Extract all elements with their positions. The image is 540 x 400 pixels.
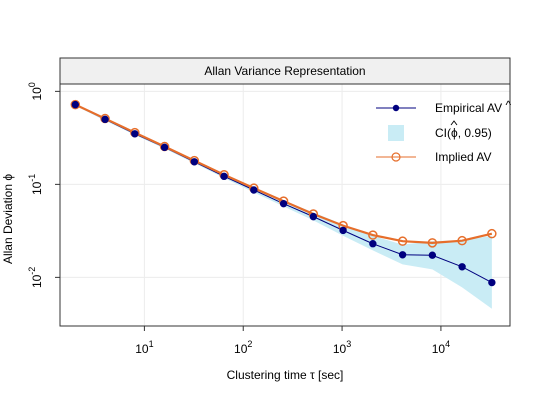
empirical-av-point — [131, 130, 139, 138]
legend: Empirical AV ^ CI(ϕ, 0.95) Implied AV — [376, 98, 511, 164]
empirical-av-point — [250, 186, 258, 194]
implied-av-point — [368, 230, 378, 240]
empirical-av-point — [458, 263, 466, 271]
implied-av-point — [487, 228, 497, 239]
legend-ci-label: CI(ϕ, 0.95) — [435, 126, 492, 140]
implied-av-point — [457, 235, 467, 246]
empirical-av-point — [190, 158, 199, 166]
x-tick-label: 102 — [234, 339, 252, 356]
x-tick-label: 103 — [333, 339, 351, 356]
empirical-av-point — [279, 199, 288, 208]
grid — [60, 84, 510, 326]
empirical-av-point — [339, 226, 347, 235]
empirical-av-point — [220, 172, 228, 181]
implied-av-line — [74, 103, 493, 244]
y-tick-label: 10-2 — [27, 267, 44, 288]
axis-ticks: 101 102 103 104 100 10-1 10-2 — [27, 82, 450, 356]
x-tick-label: 104 — [432, 339, 450, 356]
x-axis-label: Clustering time τ [sec] — [227, 368, 344, 382]
legend-ci-swatch — [388, 125, 404, 141]
empirical-av-point — [398, 251, 407, 259]
y-tick-label: 100 — [27, 82, 44, 100]
legend-empirical-label: Empirical AV ^ — [435, 98, 511, 115]
y-tick-label: 10-1 — [27, 174, 44, 195]
empirical-av-point — [428, 251, 437, 259]
title-strip — [59, 57, 511, 85]
x-tick-label: 101 — [135, 339, 153, 356]
series-layer — [70, 99, 497, 287]
empirical-av-point — [101, 115, 109, 124]
empirical-av-point — [488, 278, 496, 287]
empirical-av-point — [309, 212, 318, 221]
legend-implied-marker — [391, 152, 401, 162]
empirical-av-point — [369, 240, 377, 248]
empirical-av-point — [160, 143, 169, 152]
empirical-av-point — [71, 100, 80, 109]
chart-title: Allan Variance Representation — [204, 64, 365, 78]
implied-av-point — [397, 236, 408, 246]
y-axis-label: Allan Deviation ϕ — [1, 174, 15, 264]
legend-implied-label: Implied AV — [435, 150, 491, 164]
implied-av-point — [70, 99, 81, 110]
implied-av-point — [427, 238, 438, 248]
legend-empirical-marker — [392, 104, 400, 112]
legend-ci-hat — [450, 120, 458, 126]
